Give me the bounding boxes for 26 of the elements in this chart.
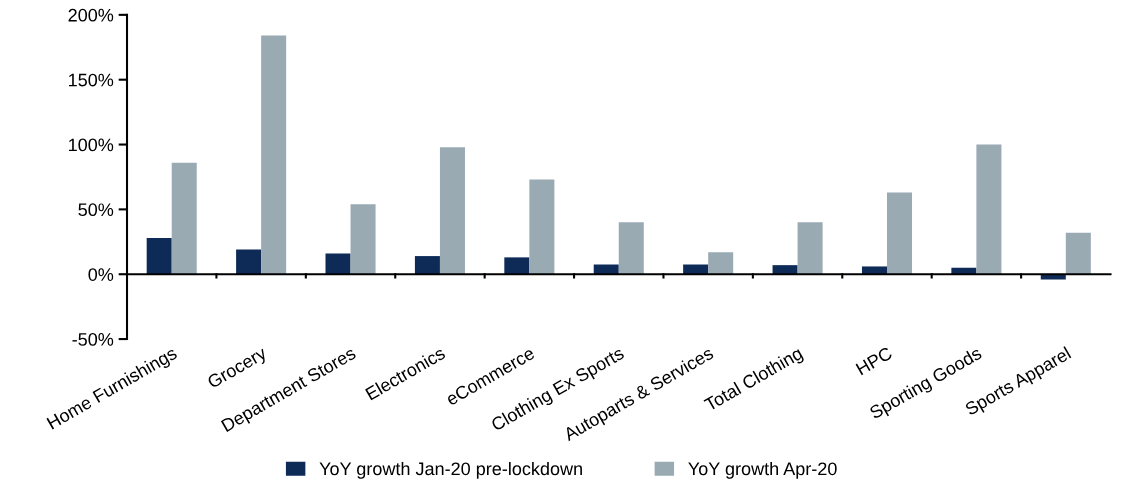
y-tick-label: 50% — [78, 203, 114, 217]
bar — [439, 147, 465, 275]
bar — [325, 253, 351, 275]
y-tick-label: 100% — [69, 138, 114, 152]
legend-label: YoY growth Jan-20 pre-lockdown — [319, 461, 582, 479]
y-tick-label: 0% — [88, 268, 114, 281]
legend-label: YoY growth Apr-20 — [688, 461, 837, 479]
bar — [529, 179, 555, 275]
bar — [504, 257, 530, 275]
bar — [350, 204, 376, 275]
bar — [708, 252, 734, 275]
y-tick-label: -50% — [72, 333, 114, 346]
bar — [861, 266, 887, 275]
bar — [171, 162, 197, 275]
y-tick-label: 200% — [68, 8, 114, 22]
bar — [976, 144, 1002, 275]
bar — [261, 35, 287, 275]
bar — [1065, 232, 1091, 275]
bar — [618, 222, 644, 275]
y-tick-label: 150% — [69, 73, 114, 87]
bar — [414, 256, 440, 275]
x-tick-label: HPC — [855, 346, 894, 376]
bar — [146, 237, 172, 275]
bar — [886, 192, 913, 275]
bar — [236, 249, 262, 275]
bar — [797, 222, 823, 275]
